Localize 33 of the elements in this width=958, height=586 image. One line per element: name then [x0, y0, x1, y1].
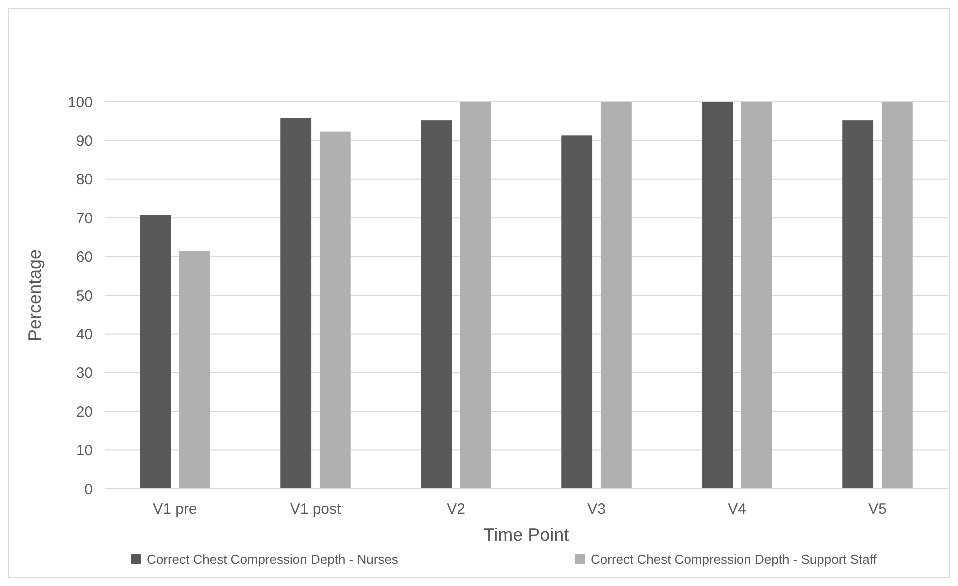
y-tick-label: 10 [76, 442, 93, 460]
bar [600, 102, 632, 489]
legend-label: Correct Chest Compression Depth - Support Staff [591, 552, 878, 567]
x-tick-label: V5 [868, 501, 887, 518]
x-tick-label: V4 [728, 501, 746, 518]
x-tick-label: V1 post [290, 501, 342, 518]
y-tick-label: 70 [76, 210, 93, 228]
y-tick-label: 0 [84, 481, 93, 498]
y-tick-label: 20 [76, 404, 93, 421]
bar [460, 102, 492, 489]
bar [140, 215, 172, 489]
x-tick-label: V2 [447, 501, 466, 518]
y-axis-title: Percentage [25, 249, 45, 342]
y-tick-label: 60 [76, 249, 93, 266]
bar [421, 120, 452, 489]
x-axis-title: Time Point [484, 525, 570, 545]
bar [280, 118, 312, 489]
y-tick-label: 90 [76, 132, 93, 150]
y-tick-label: 40 [76, 326, 93, 344]
y-tick-label: 50 [76, 288, 93, 305]
legend-label: Correct Chest Compression Depth - Nurses [147, 552, 399, 567]
y-tick-label: 30 [76, 365, 93, 382]
y-tick-label: 100 [68, 94, 93, 112]
x-tick-label: V3 [588, 501, 606, 518]
bar [741, 102, 772, 489]
x-tick-label: V1 pre [153, 501, 198, 518]
bar [842, 120, 874, 489]
bar [882, 102, 913, 489]
y-tick-label: 80 [76, 172, 93, 189]
bar [320, 132, 351, 489]
bar [179, 250, 210, 489]
bar [702, 102, 734, 489]
bar [562, 136, 593, 489]
